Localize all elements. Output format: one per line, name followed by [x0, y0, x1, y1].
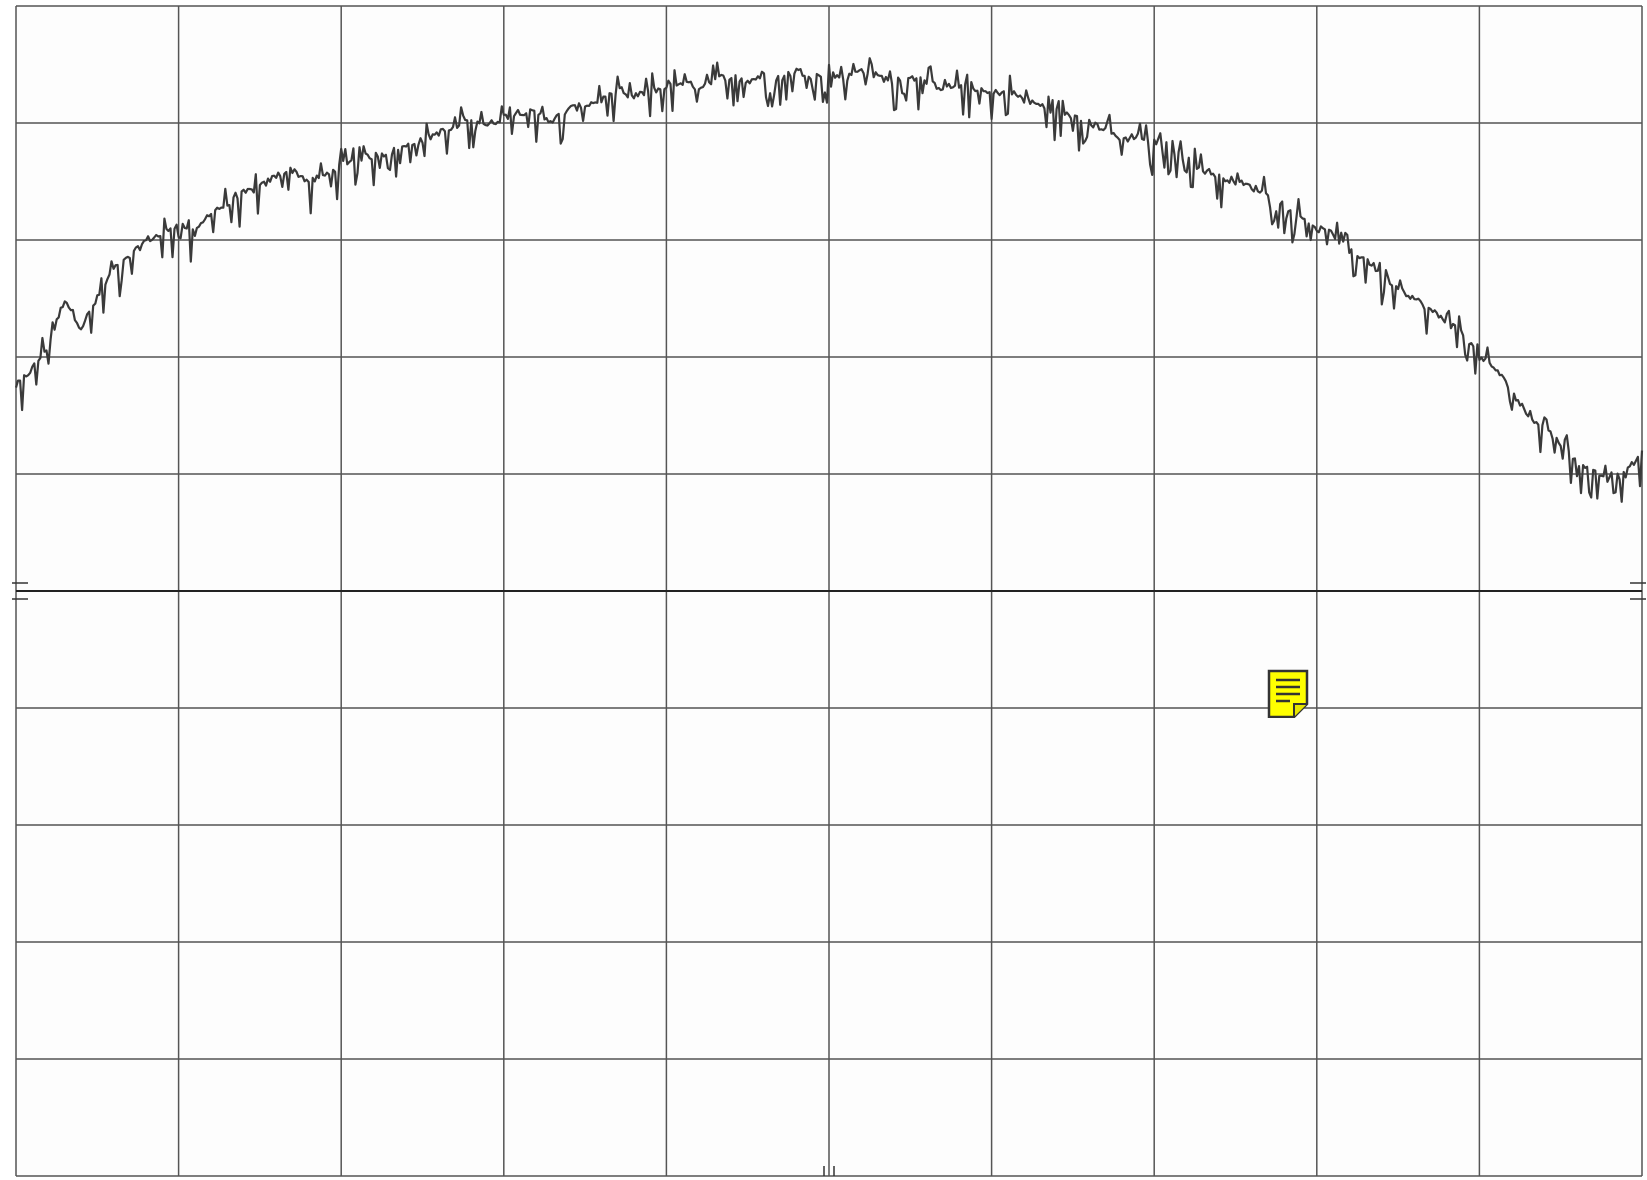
note-fold — [1293, 703, 1307, 717]
sticky-note-icon[interactable] — [1266, 668, 1310, 718]
signal-trace — [14, 57, 1644, 503]
